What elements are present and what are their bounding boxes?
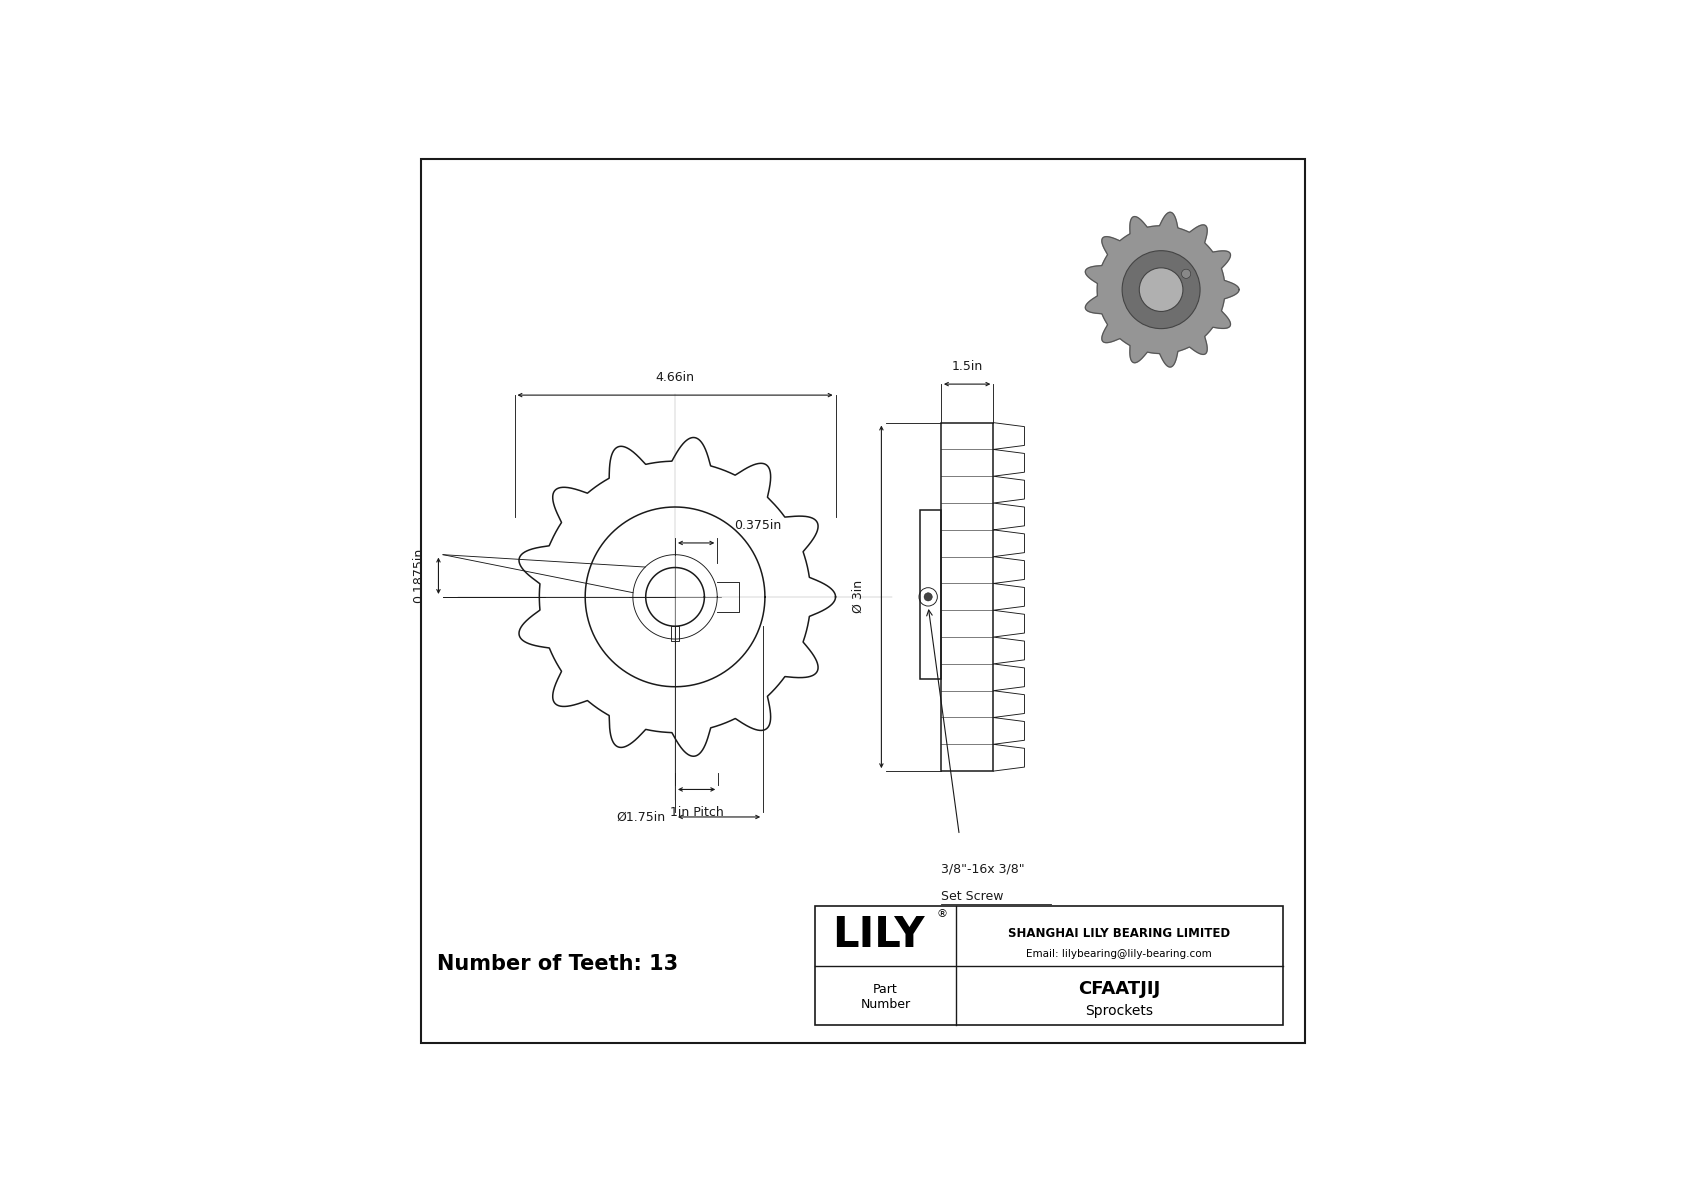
Text: 1.5in: 1.5in	[951, 360, 983, 373]
Bar	[815, 906, 1283, 1025]
Text: Number of Teeth: 13: Number of Teeth: 13	[436, 954, 677, 974]
Circle shape	[1182, 269, 1191, 279]
Circle shape	[1122, 250, 1201, 329]
Text: Ø1.75in: Ø1.75in	[616, 810, 665, 823]
Text: SHANGHAI LILY BEARING LIMITED: SHANGHAI LILY BEARING LIMITED	[1009, 927, 1231, 940]
Text: Ø 3in: Ø 3in	[852, 580, 866, 613]
Text: 4.66in: 4.66in	[655, 372, 694, 385]
Circle shape	[925, 593, 933, 601]
Bar	[919, 510, 941, 679]
Text: Part
Number: Part Number	[861, 983, 911, 1010]
Text: ®: ®	[936, 910, 948, 919]
Polygon shape	[1084, 212, 1239, 367]
Text: 0.1875in: 0.1875in	[411, 548, 424, 604]
Circle shape	[1140, 268, 1182, 312]
Bar	[670, 626, 679, 641]
Text: CFAATJIJ: CFAATJIJ	[1078, 980, 1160, 998]
Text: Email: lilybearing@lily-bearing.com: Email: lilybearing@lily-bearing.com	[1027, 948, 1212, 959]
Text: Set Screw: Set Screw	[941, 891, 1004, 903]
Bar	[941, 423, 994, 771]
Text: 3/8"-16x 3/8": 3/8"-16x 3/8"	[941, 862, 1024, 875]
Text: 0.375in: 0.375in	[734, 519, 781, 532]
Text: Sprockets: Sprockets	[1086, 1004, 1154, 1018]
Text: LILY: LILY	[832, 913, 925, 955]
Text: 1in Pitch: 1in Pitch	[670, 806, 724, 819]
